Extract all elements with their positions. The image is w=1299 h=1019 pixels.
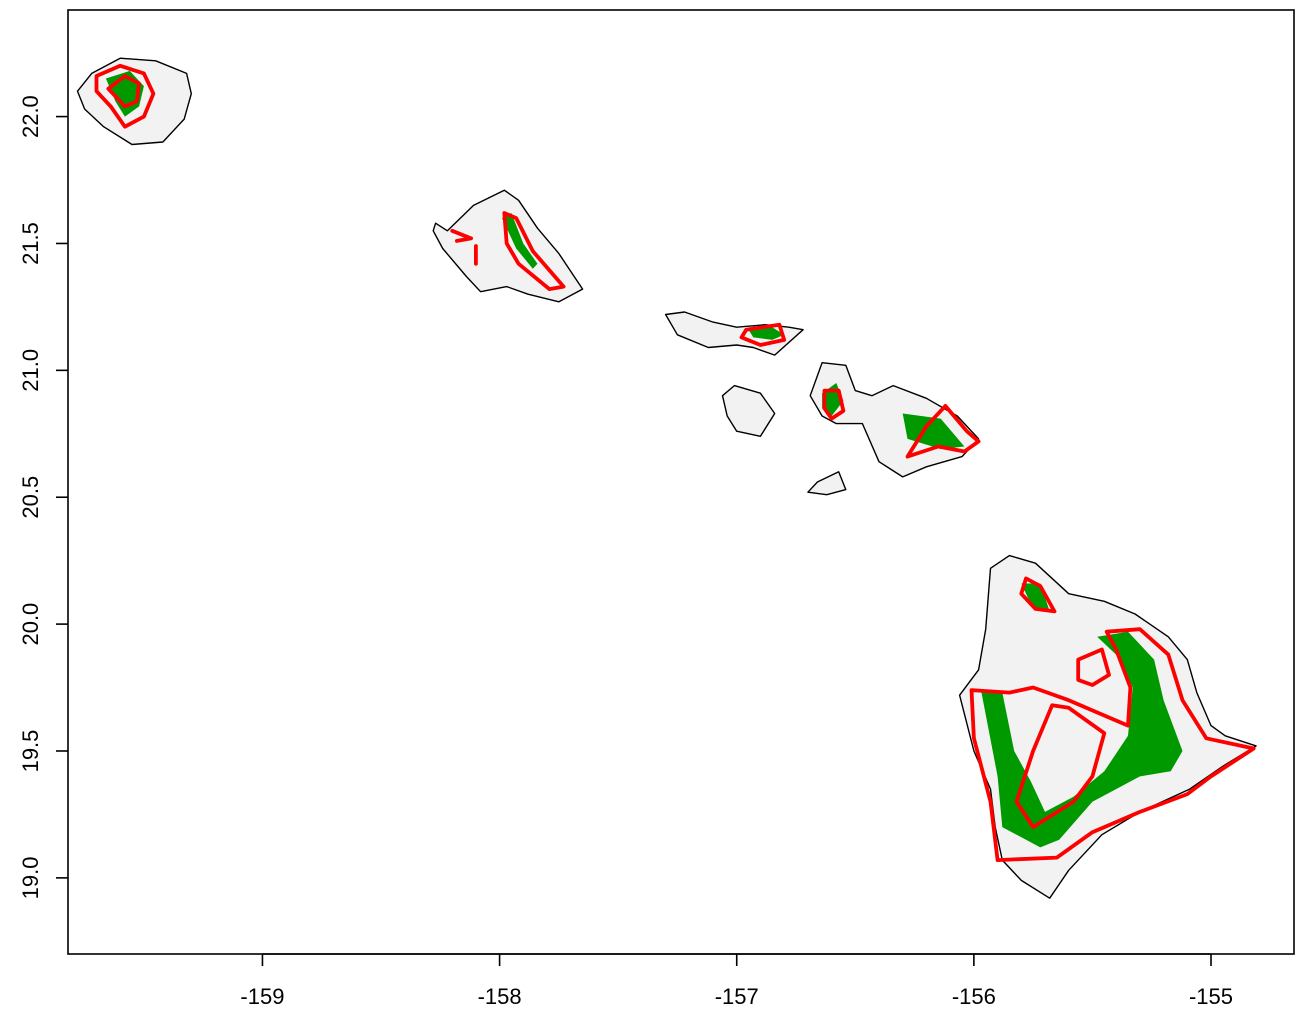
molokai-habitat-habitat [748,327,785,340]
kauai-outer-boundary [94,63,156,129]
x-tick-label: -156 [952,984,996,1009]
maui-island [809,362,980,478]
y-tick-label: 22.0 [18,95,43,138]
island-layer [76,57,1257,899]
y-tick-label: 21.0 [18,349,43,392]
lanai-island [721,384,776,437]
x-tick-label: -158 [478,984,522,1009]
y-tick-label: 20.5 [18,476,43,519]
east-maui-loop-boundary [905,404,981,459]
kohala-loop-boundary [1019,576,1057,614]
x-tick-label: -159 [240,984,284,1009]
y-axis: 19.0 19.5 20.0 20.5 21.0 21.5 22.0 [18,95,68,899]
kauai-inner-boundary [106,74,141,109]
oahu-habitat-habitat [502,213,538,269]
oahu-east-loop-boundary [502,211,566,291]
west-maui-loop-boundary [822,388,846,421]
x-tick-label: -157 [715,984,759,1009]
x-axis: -159 -158 -157 -156 -155 [240,953,1233,1009]
boundary-layer [94,63,1256,862]
molokai-loop-boundary [739,322,787,347]
hawaii-outer-boundary [969,627,1256,862]
y-tick-label: 19.0 [18,856,43,899]
oahu-west-1-boundary [450,228,473,243]
hawaii-habitat-habitat [981,631,1183,848]
x-tick-label: -155 [1189,984,1233,1009]
kahoolawe-island [807,471,847,496]
y-tick-label: 19.5 [18,730,43,773]
hawaii-inner-2-boundary [1076,647,1111,687]
hawaii-inner-1-boundary [1014,703,1107,829]
y-tick-label: 21.5 [18,222,43,265]
y-tick-label: 20.0 [18,603,43,646]
